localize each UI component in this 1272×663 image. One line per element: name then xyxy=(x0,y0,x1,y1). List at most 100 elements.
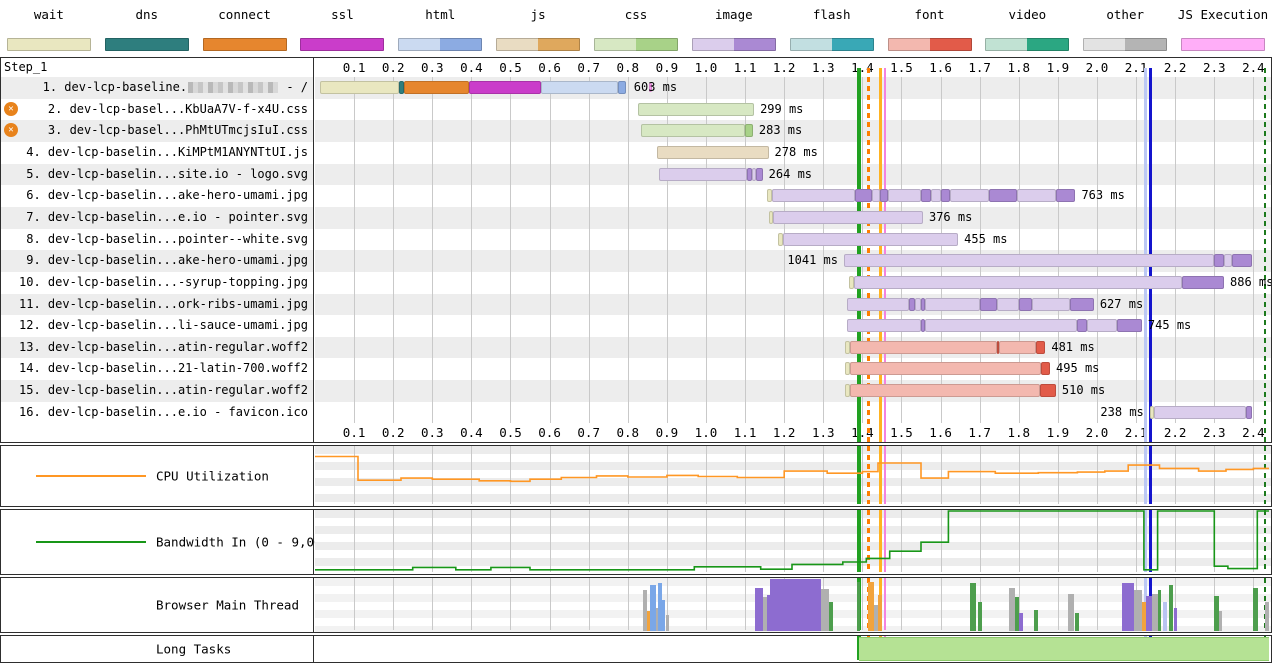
image-bar-segment[interactable] xyxy=(854,189,873,203)
wait-bar-segment[interactable] xyxy=(766,189,772,203)
bandwidth-line-swatch xyxy=(36,541,146,543)
font-bar-segment[interactable] xyxy=(1041,362,1051,376)
wait-bar-segment[interactable] xyxy=(844,384,850,398)
request-row-label[interactable]: 1. dev-lcp-baseline. - / xyxy=(42,80,308,94)
request-row-label[interactable]: 13. dev-lcp-baselin...atin-regular.woff2 xyxy=(19,339,308,354)
image-bar-segment[interactable] xyxy=(1154,405,1246,419)
jsexec-bar-segment[interactable] xyxy=(648,83,653,92)
image-bar-segment[interactable] xyxy=(872,189,880,203)
request-row-label[interactable]: 2. dev-lcp-basel...KbUaA7V-f-x4U.css xyxy=(47,101,308,116)
js-bar-segment[interactable] xyxy=(657,145,769,159)
font-bar-segment[interactable] xyxy=(849,362,1042,376)
image-bar-segment[interactable] xyxy=(1018,297,1033,311)
request-row-label[interactable]: 6. dev-lcp-baselin...ake-hero-umami.jpg xyxy=(26,188,308,203)
image-bar-segment[interactable] xyxy=(950,189,990,203)
image-bar-segment[interactable] xyxy=(924,297,980,311)
image-bar-segment[interactable] xyxy=(979,297,998,311)
wait-bar-segment[interactable] xyxy=(320,81,400,94)
html-bar-segment[interactable] xyxy=(540,81,618,94)
request-row-label[interactable]: 5. dev-lcp-baselin...site.io - logo.svg xyxy=(26,166,308,181)
image-bar-segment[interactable] xyxy=(1245,405,1253,419)
wait-bar-segment[interactable] xyxy=(768,210,774,224)
font-bar-segment[interactable] xyxy=(1040,384,1056,398)
image-bar-segment[interactable] xyxy=(997,297,1019,311)
image-bar-segment[interactable] xyxy=(924,319,1078,333)
css-bar-segment[interactable] xyxy=(641,124,746,138)
request-row-label[interactable]: 12. dev-lcp-baselin...li-sauce-umami.jpg xyxy=(19,318,308,333)
image-bar-segment[interactable] xyxy=(659,167,748,181)
gridline xyxy=(705,77,707,424)
gridline xyxy=(432,446,434,504)
image-bar-segment[interactable] xyxy=(1116,319,1142,333)
time-axis-tick-label: 0.8 xyxy=(616,60,640,75)
request-row-label[interactable]: 15. dev-lcp-baselin...atin-regular.woff2 xyxy=(19,383,308,398)
start-render-marker-line xyxy=(857,446,862,504)
request-row-label[interactable]: 9. dev-lcp-baselin...ake-hero-umami.jpg xyxy=(26,253,308,268)
wait-bar-segment[interactable] xyxy=(778,232,783,246)
image-bar-segment[interactable] xyxy=(989,189,1017,203)
image-bar-segment[interactable] xyxy=(921,189,931,203)
image-bar-segment[interactable] xyxy=(921,297,925,311)
image-bar-segment[interactable] xyxy=(1087,319,1117,333)
image-bar-segment[interactable] xyxy=(756,167,763,181)
image-bar-segment[interactable] xyxy=(1214,254,1225,268)
font-bar-segment[interactable] xyxy=(849,340,998,354)
request-row-label[interactable]: 8. dev-lcp-baselin...pointer--white.svg xyxy=(26,231,308,246)
gridline xyxy=(510,510,512,572)
image-bar-segment[interactable] xyxy=(909,297,916,311)
image-bar-segment[interactable] xyxy=(1032,297,1070,311)
gridline xyxy=(549,578,551,630)
image-bar-segment[interactable] xyxy=(921,319,925,333)
wait-bar-segment[interactable] xyxy=(844,362,850,376)
request-row-label[interactable]: 16. dev-lcp-baselin...e.io - favicon.ico xyxy=(19,404,308,419)
css-bar-segment[interactable] xyxy=(637,102,755,116)
image-bar-segment[interactable] xyxy=(846,297,910,311)
request-row-stripe xyxy=(1,98,313,121)
image-bar-segment[interactable] xyxy=(879,189,888,203)
image-bar-segment[interactable] xyxy=(1231,254,1253,268)
image-bar-segment[interactable] xyxy=(853,275,1182,289)
image-bar-segment[interactable] xyxy=(930,189,941,203)
wait-bar-segment[interactable] xyxy=(1149,405,1155,419)
image-bar-segment[interactable] xyxy=(1077,319,1088,333)
main-thread-activity-gray xyxy=(1151,593,1158,631)
font-bar-segment[interactable] xyxy=(849,384,1041,398)
image-bar-segment[interactable] xyxy=(1224,254,1232,268)
request-row-label[interactable]: 4. dev-lcp-baselin...KiMPtM1ANYNTtUI.js xyxy=(26,144,308,159)
html-bar-segment[interactable] xyxy=(618,81,626,94)
wait-bar-segment[interactable] xyxy=(848,275,854,289)
image-bar-segment[interactable] xyxy=(1016,189,1056,203)
connect-bar-segment[interactable] xyxy=(404,81,470,94)
ssl-bar-segment[interactable] xyxy=(469,81,541,94)
image-bar-segment[interactable] xyxy=(783,232,959,246)
image-bar-segment[interactable] xyxy=(752,167,757,181)
font-bar-segment[interactable] xyxy=(997,340,1000,354)
time-axis-tick-label: 1.8 xyxy=(1007,425,1031,441)
bandwidth-section: Bandwidth In (0 - 9,000 Kbps) xyxy=(0,509,1272,575)
font-bar-segment[interactable] xyxy=(999,340,1037,354)
image-bar-segment[interactable] xyxy=(747,167,753,181)
request-row-label[interactable]: 14. dev-lcp-baselin...21-latin-700.woff2 xyxy=(19,361,308,376)
request-row-label[interactable]: 10. dev-lcp-baselin...-syrup-topping.jpg xyxy=(19,274,308,289)
image-bar-segment[interactable] xyxy=(1055,189,1076,203)
image-bar-segment[interactable] xyxy=(844,254,1215,268)
request-row-stripe xyxy=(315,401,1271,424)
image-bar-segment[interactable] xyxy=(1181,275,1225,289)
gridline xyxy=(1253,510,1255,572)
dns-bar-segment[interactable] xyxy=(399,81,405,94)
request-row-label[interactable]: 7. dev-lcp-baselin...e.io - pointer.svg xyxy=(26,209,308,224)
image-bar-segment[interactable] xyxy=(940,189,951,203)
font-bar-segment[interactable] xyxy=(1036,340,1046,354)
image-bar-segment[interactable] xyxy=(887,189,921,203)
request-row-label[interactable]: 3. dev-lcp-basel...PhMtUTmcjsIuI.css xyxy=(47,123,308,138)
image-bar-segment[interactable] xyxy=(846,319,922,333)
image-bar-segment[interactable] xyxy=(771,189,855,203)
wait-bar-segment[interactable] xyxy=(844,340,850,354)
image-bar-segment[interactable] xyxy=(773,210,923,224)
css-bar-segment[interactable] xyxy=(745,124,753,138)
image-bar-segment[interactable] xyxy=(915,297,922,311)
dom-content-loaded-marker-line xyxy=(884,446,887,504)
request-time-label: 278 ms xyxy=(774,144,818,159)
request-row-label[interactable]: 11. dev-lcp-baselin...ork-ribs-umami.jpg xyxy=(19,296,308,311)
image-bar-segment[interactable] xyxy=(1069,297,1094,311)
